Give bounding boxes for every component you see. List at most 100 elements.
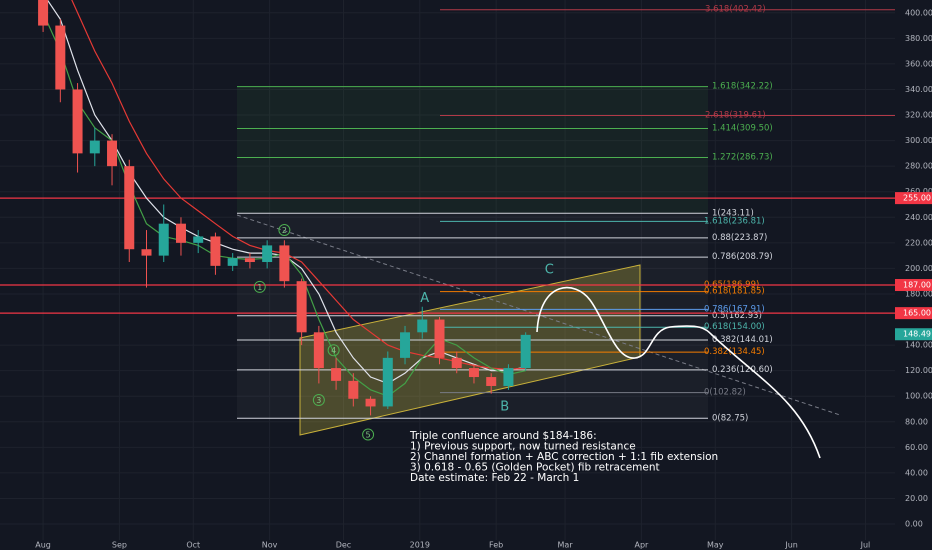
plot: A B C 1 2 3 4 5 [38, 0, 554, 441]
candle-body [89, 140, 100, 154]
x-tick-label: 2019 [410, 541, 430, 550]
y-tick-label: 360.00 [905, 59, 932, 68]
candle-body [210, 236, 221, 266]
x-tick-label: Jul [860, 541, 871, 550]
candle-body [365, 398, 376, 407]
y-tick-label: 140.00 [905, 341, 932, 350]
x-tick-label: Oct [186, 541, 200, 550]
fib-label: 0.236(120.60) [712, 365, 773, 375]
projection [536, 286, 821, 459]
annotation-line: Date estimate: Feb 22 - March 1 [410, 472, 579, 484]
fib-label: 0.88(223.87) [712, 233, 767, 243]
trend-line [236, 214, 841, 416]
candle-body [107, 140, 118, 167]
price-badge-label: 255.00 [903, 194, 931, 203]
candle-body [227, 258, 238, 266]
wave-label: C [545, 263, 554, 278]
fib-label: 1.618(342.22) [712, 82, 773, 92]
fib-label: 0(82.75) [712, 413, 748, 423]
price-badge-label: 187.00 [903, 281, 931, 290]
wave-label: 1 [257, 283, 262, 292]
y-tick-label: 400.00 [905, 8, 932, 17]
candle-body [451, 357, 462, 369]
wave-circle [327, 344, 340, 357]
grid [0, 0, 895, 540]
fib-label: 1.272(286.73) [712, 153, 773, 163]
wave-circle [312, 394, 325, 407]
candle-body [175, 223, 186, 243]
candle-body [124, 166, 135, 250]
y-tick-label: 320.00 [905, 111, 932, 120]
price-badge [895, 279, 932, 292]
fib-label: 1.618(236.81) [704, 216, 765, 226]
candle-body [38, 0, 49, 26]
y-tick-label: 280.00 [905, 162, 932, 171]
y-tick-label: 0.00 [905, 520, 923, 529]
y-tick-label: 100.00 [905, 392, 932, 401]
y-tick-label: 80.00 [905, 417, 928, 426]
fib-levels: 1.618(342.22) 1.414(309.50) 1.272(286.73) 1… [0, 5, 895, 423]
price-badge [895, 307, 932, 320]
last-price-label: 148.49 [903, 330, 931, 339]
candle-body [244, 258, 255, 263]
wave-circle [253, 280, 266, 293]
y-tick-label: 300.00 [905, 136, 932, 145]
x-tick-label: Feb [489, 541, 503, 550]
candle-body [296, 281, 307, 333]
x-tick-label: Jun [784, 541, 798, 550]
fib-label: 3.618(402.42) [705, 5, 766, 15]
fib-label: 0.618(154.00) [704, 322, 765, 332]
candle-body [468, 368, 479, 378]
annotation: Triple confluence around $184-186:1) Pre… [409, 430, 718, 484]
candle-body [141, 249, 152, 256]
time-axis [0, 540, 932, 550]
fib-label: 0.5(162.93) [712, 311, 762, 321]
wave-circle [278, 224, 291, 237]
fib-label: 0.786(208.79) [712, 252, 773, 262]
candle-body [331, 368, 342, 381]
price-badge [895, 192, 932, 205]
fib-label: 1(243.11) [712, 208, 754, 218]
fib-label: 0.786(167.91) [704, 304, 765, 314]
wave-circle [362, 428, 375, 441]
fib-label: 2.618(319.61) [705, 111, 766, 121]
candle-body [434, 319, 445, 358]
candle-body [520, 334, 531, 369]
candle-body [262, 245, 273, 263]
annotation-line: 2) Channel formation + ABC correction + … [410, 451, 718, 463]
fib-label: 0(102.82) [704, 388, 746, 398]
y-tick-label: 260.00 [905, 187, 932, 196]
annotation-line: 1) Previous support, now turned resistan… [410, 441, 636, 453]
candle-body [486, 377, 497, 386]
y-tick-label: 180.00 [905, 289, 932, 298]
y-tick-label: 240.00 [905, 213, 932, 222]
y-tick-label: 20.00 [905, 494, 928, 503]
candle-body [55, 25, 66, 90]
candle-body [348, 380, 359, 399]
fib-label: 0.382(134.45) [704, 347, 765, 357]
candle-body [193, 236, 204, 243]
fib-label: 0.382(144.01) [712, 335, 773, 345]
y-tick-label: 60.00 [905, 443, 928, 452]
y-tick-label: 380.00 [905, 34, 932, 43]
last-price-badge [895, 328, 932, 341]
candle-body [279, 245, 290, 282]
candle-body [158, 223, 169, 256]
candle-body [382, 357, 393, 407]
candle-body [417, 319, 428, 333]
x-tick-label: Mar [558, 541, 574, 550]
x-tick-label: Apr [634, 541, 649, 550]
wave-label: A [420, 291, 429, 306]
y-tick-label: 340.00 [905, 85, 932, 94]
annotation-line: 3) 0.618 - 0.65 (Golden Pocket) fib retr… [410, 462, 660, 474]
wave-label: 2 [282, 226, 287, 235]
x-tick-label: Sep [112, 541, 127, 550]
fib-label: 1.414(309.50) [712, 123, 773, 133]
candle-body [503, 368, 514, 386]
wave-label: 5 [366, 431, 371, 440]
annotation-line: Triple confluence around $184-186: [409, 430, 597, 442]
wave-label: 3 [316, 396, 321, 405]
y-tick-label: 40.00 [905, 468, 928, 477]
